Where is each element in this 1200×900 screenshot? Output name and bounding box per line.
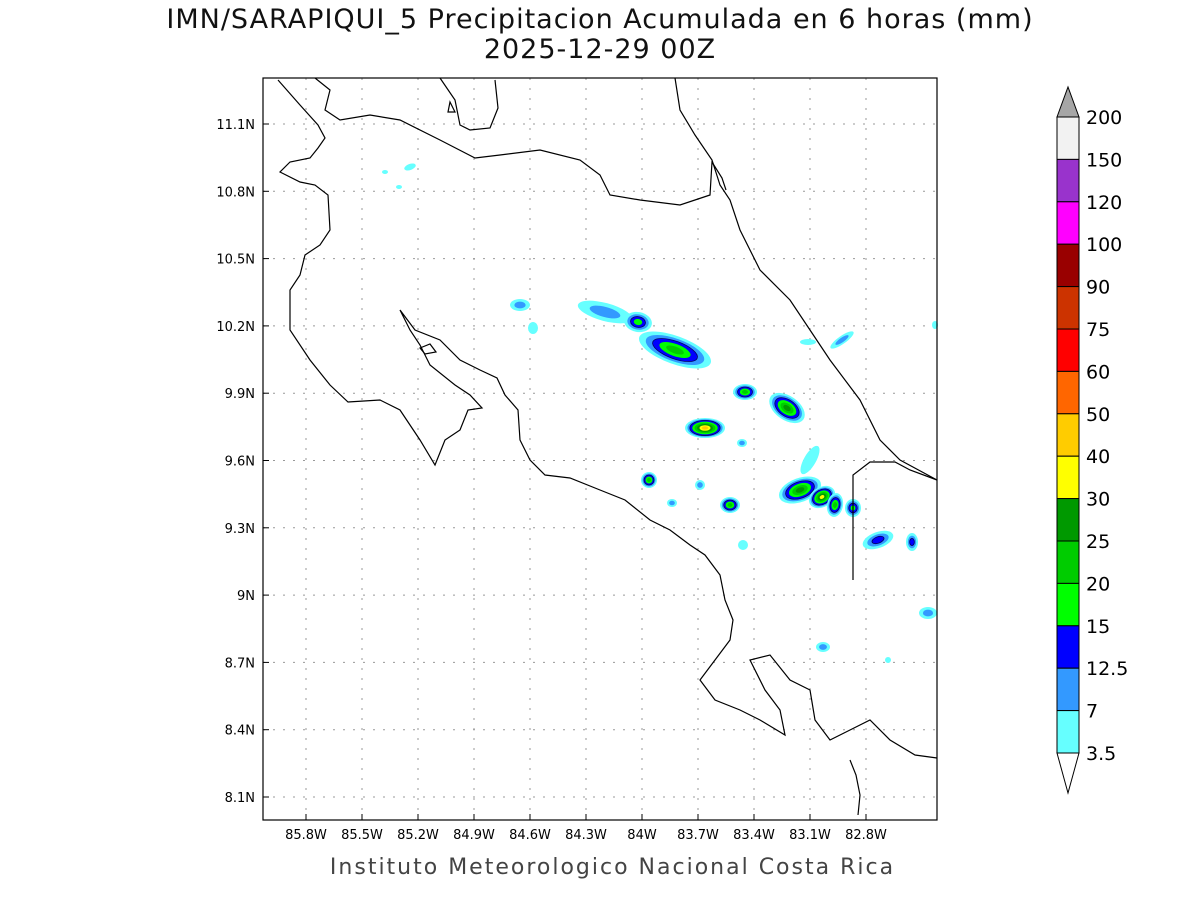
colorbar-label: 20 — [1086, 573, 1110, 595]
colorbar-swatch — [1056, 625, 1080, 669]
lat-tick-label: 10.8N — [216, 185, 255, 200]
pacific-coastline — [277, 79, 938, 759]
precip-cell — [382, 170, 388, 174]
lat-tick-label: 9.6N — [225, 455, 255, 470]
colorbar-swatch — [1056, 286, 1080, 330]
colorbar-swatch — [1056, 413, 1080, 457]
lon-tick-label: 84.6W — [509, 828, 551, 843]
axis-ticks: 85.8W 85.5W 85.2W 84.9W 84.6W 84.3W 84W 83.7W 83… — [216, 118, 887, 843]
colorbar-over-arrow — [1056, 85, 1080, 118]
colorbar-swatch — [1056, 710, 1080, 754]
colorbar-swatch — [1056, 540, 1080, 584]
colorbar-swatch — [1056, 243, 1080, 288]
lat-tick-label: 9.3N — [225, 522, 255, 537]
precip-cell — [738, 540, 748, 550]
precip-cell — [624, 311, 652, 333]
colorbar-swatch — [1056, 455, 1080, 500]
map-frame — [262, 77, 938, 821]
coastlines — [277, 77, 938, 816]
colorbar-label: 200 — [1086, 107, 1122, 129]
lon-tick-label: 84W — [627, 828, 657, 843]
colorbar-label: 40 — [1086, 446, 1110, 468]
precip-cell — [577, 300, 633, 324]
precip-cell — [404, 163, 416, 171]
panama-border — [852, 461, 938, 580]
lon-tick-label: 85.8W — [285, 828, 327, 843]
precip-cell — [695, 480, 705, 490]
map-title: IMN/SARAPIQUI_5 Precipitacion Acumulada … — [166, 4, 1034, 35]
colorbar-label: 30 — [1086, 489, 1110, 511]
lat-tick-label: 8.4N — [225, 724, 255, 739]
colorbar-swatch — [1056, 667, 1080, 712]
colorbar-swatch — [1056, 582, 1080, 627]
lon-tick-label: 84.9W — [453, 828, 495, 843]
colorbar-swatch — [1056, 370, 1080, 415]
precip-cell — [906, 533, 918, 551]
precip-cell — [862, 530, 894, 550]
colorbar-swatch — [1056, 116, 1080, 160]
colorbar-label: 15 — [1086, 616, 1110, 638]
precip-cell — [667, 499, 677, 507]
precip-cell — [641, 472, 657, 488]
colorbar-label: 60 — [1086, 361, 1110, 383]
precip-cell — [800, 339, 816, 345]
nicaragua-border — [314, 77, 727, 206]
lon-tick-label: 85.5W — [341, 828, 383, 843]
colorbar-label: 150 — [1086, 149, 1122, 171]
lake-nicaragua — [439, 77, 499, 131]
lon-tick-label: 83.4W — [733, 828, 775, 843]
precip-cell — [638, 331, 712, 369]
lon-tick-label: 85.2W — [397, 828, 439, 843]
gridlines — [263, 78, 937, 820]
colorbar-label: 7 — [1086, 701, 1098, 723]
colorbar-label: 75 — [1086, 319, 1110, 341]
map-valid-time: 2025-12-29 00Z — [483, 34, 717, 65]
colorbar-label: 3.5 — [1086, 743, 1116, 765]
colorbar-swatch — [1056, 201, 1080, 245]
lon-tick-label: 84.3W — [565, 828, 607, 843]
panama-coast — [849, 759, 861, 816]
lat-tick-label: 9.9N — [225, 387, 255, 402]
precip-cell — [800, 445, 820, 475]
precip-cell — [685, 418, 725, 438]
lon-tick-label: 82.8W — [845, 828, 887, 843]
precip-cell — [396, 185, 402, 189]
colorbar-swatch — [1056, 158, 1080, 203]
colorbar-swatch — [1056, 328, 1080, 372]
precip-cell — [720, 497, 740, 513]
precipitation-cells — [382, 163, 938, 663]
lat-tick-label: 8.7N — [225, 656, 255, 671]
lat-tick-label: 10.2N — [216, 320, 255, 335]
caribbean-coastline — [674, 77, 938, 481]
precip-cell — [528, 322, 538, 334]
lat-tick-label: 10.5N — [216, 253, 255, 268]
lat-tick-label: 11.1N — [216, 118, 255, 133]
colorbar-label: 90 — [1086, 277, 1110, 299]
colorbar-label: 50 — [1086, 404, 1110, 426]
island — [447, 100, 456, 113]
lat-tick-label: 9N — [237, 589, 255, 604]
precip-cell — [919, 607, 937, 619]
precip-cell — [733, 384, 757, 400]
colorbar: 3.5 7 12.5 15 20 25 30 40 50 60 75 90 100 120 150 200 — [1056, 85, 1128, 795]
colorbar-label: 25 — [1086, 531, 1110, 553]
colorbar-label: 12.5 — [1086, 658, 1128, 680]
precip-cell — [885, 657, 891, 663]
precip-cell — [510, 299, 530, 311]
colorbar-label: 100 — [1086, 234, 1122, 256]
lon-tick-label: 83.1W — [789, 828, 831, 843]
colorbar-label: 120 — [1086, 192, 1122, 214]
precip-cell — [769, 392, 805, 424]
precip-cell — [826, 493, 844, 517]
lon-tick-label: 83.7W — [677, 828, 719, 843]
colorbar-swatch — [1056, 498, 1080, 542]
gulf-island — [419, 343, 438, 355]
precip-cell — [830, 331, 854, 349]
colorbar-under-arrow — [1056, 752, 1080, 795]
footer-credit: Instituto Meteorologico Nacional Costa R… — [329, 855, 896, 880]
precip-cell — [816, 642, 830, 652]
lat-tick-label: 8.1N — [225, 791, 255, 806]
precip-cell — [737, 439, 747, 447]
